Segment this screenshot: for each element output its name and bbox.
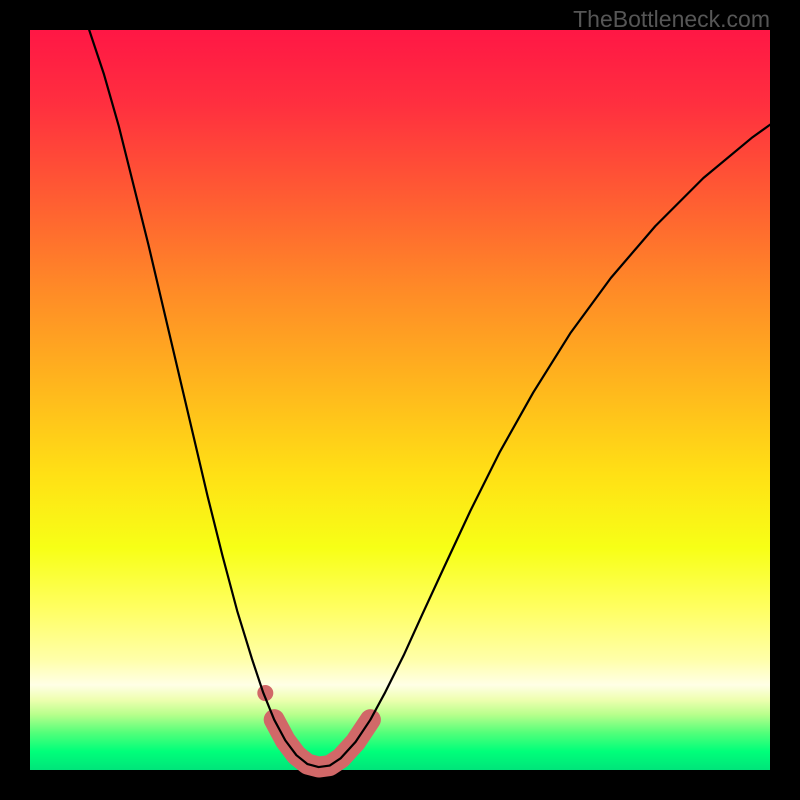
bottleneck-main-curve [89,30,770,767]
curve-layer [30,30,770,770]
plot-area [30,30,770,770]
chart-stage: TheBottleneck.com [0,0,800,800]
watermark-text: TheBottleneck.com [573,6,770,33]
